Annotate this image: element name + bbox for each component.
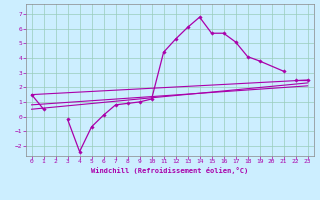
X-axis label: Windchill (Refroidissement éolien,°C): Windchill (Refroidissement éolien,°C)	[91, 167, 248, 174]
